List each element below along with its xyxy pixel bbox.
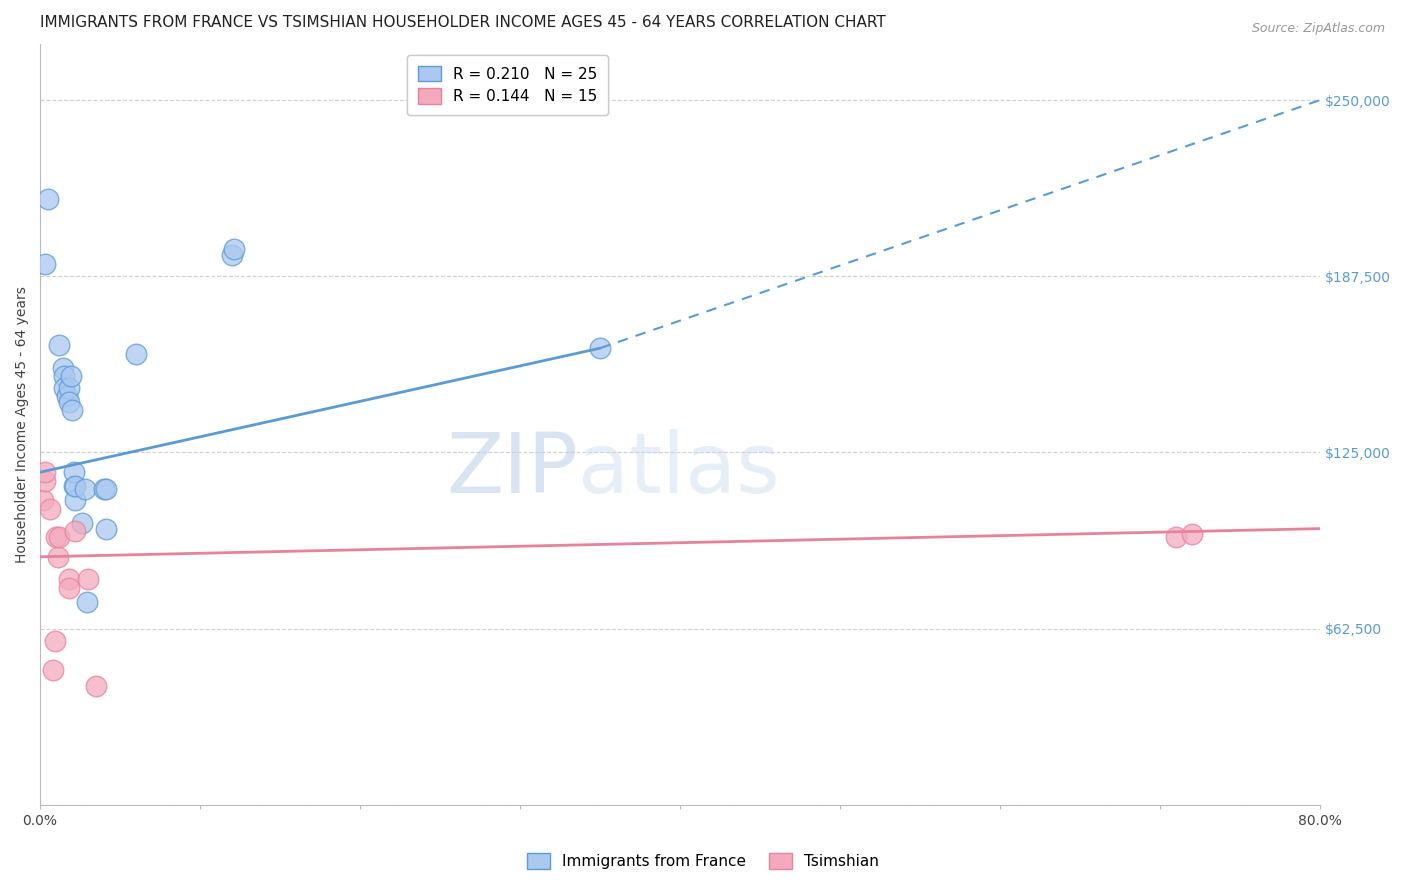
- Point: [48, 338, 70, 352]
- Point: [1166, 530, 1188, 544]
- Point: [51, 360, 73, 375]
- Point: [56, 389, 79, 403]
- Point: [93, 482, 115, 496]
- Text: Source: ZipAtlas.com: Source: ZipAtlas.com: [1251, 22, 1385, 36]
- Point: [34, 474, 56, 488]
- Point: [125, 347, 148, 361]
- Legend: Immigrants from France, Tsimshian: Immigrants from France, Tsimshian: [516, 843, 890, 880]
- Point: [94, 482, 117, 496]
- Point: [62, 479, 84, 493]
- Point: [58, 394, 80, 409]
- Point: [37, 192, 59, 206]
- Point: [76, 595, 98, 609]
- Point: [38, 501, 60, 516]
- Point: [58, 581, 80, 595]
- Text: ZIP: ZIP: [446, 429, 578, 510]
- Point: [32, 493, 55, 508]
- Point: [94, 522, 117, 536]
- Point: [73, 482, 96, 496]
- Y-axis label: Householder Income Ages 45 - 64 years: Householder Income Ages 45 - 64 years: [15, 285, 30, 563]
- Point: [65, 493, 87, 508]
- Point: [589, 341, 612, 355]
- Legend: R = 0.210   N = 25, R = 0.144   N = 15: R = 0.210 N = 25, R = 0.144 N = 15: [406, 55, 607, 114]
- Point: [84, 680, 107, 694]
- Point: [44, 634, 66, 648]
- Point: [1181, 527, 1204, 541]
- Point: [58, 573, 80, 587]
- Point: [42, 663, 65, 677]
- Point: [221, 248, 243, 262]
- Point: [65, 479, 87, 493]
- Point: [77, 573, 100, 587]
- Point: [45, 530, 67, 544]
- Point: [34, 465, 56, 479]
- Point: [53, 381, 76, 395]
- Point: [58, 381, 80, 395]
- Point: [48, 530, 70, 544]
- Point: [222, 243, 245, 257]
- Point: [65, 524, 87, 539]
- Point: [60, 403, 83, 417]
- Point: [34, 256, 56, 270]
- Text: IMMIGRANTS FROM FRANCE VS TSIMSHIAN HOUSEHOLDER INCOME AGES 45 - 64 YEARS CORREL: IMMIGRANTS FROM FRANCE VS TSIMSHIAN HOUS…: [41, 15, 886, 30]
- Point: [59, 369, 82, 384]
- Text: atlas: atlas: [578, 429, 779, 510]
- Point: [62, 465, 84, 479]
- Point: [70, 516, 93, 530]
- Point: [46, 549, 69, 564]
- Point: [53, 369, 76, 384]
